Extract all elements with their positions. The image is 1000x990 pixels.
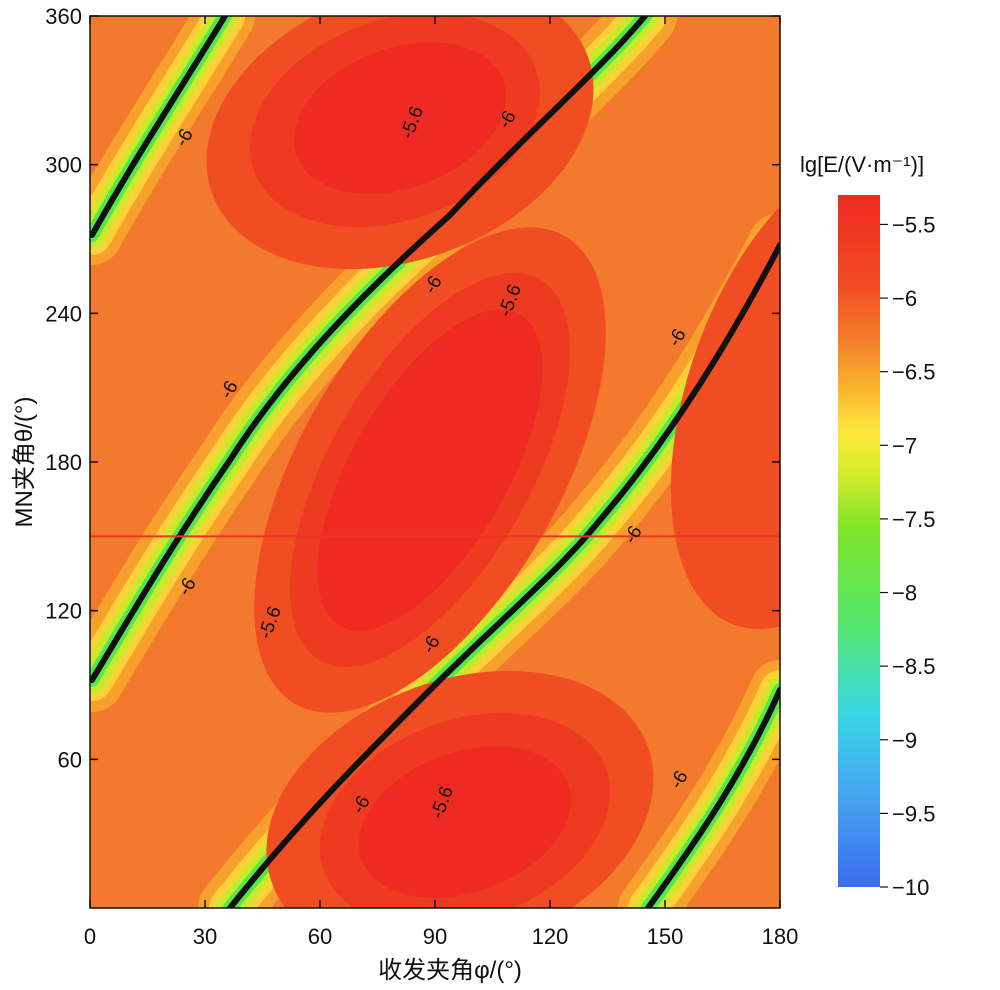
x-tick-label: 150	[647, 924, 684, 949]
contour-lines-minus6	[90, 16, 780, 908]
x-tick-label: 30	[193, 924, 217, 949]
x-axis-label: 收发夹角φ/(°)	[378, 957, 522, 984]
colorbar-ticks: −5.5 −6 −6.5 −7 −7.5 −8 −8.5 −9 −9.5 −10	[880, 212, 935, 900]
heatmap-field	[90, 16, 780, 908]
colorbar-title: lg[E/(V·m⁻¹)]	[800, 152, 924, 177]
y-tick-label: 180	[45, 450, 82, 475]
colorbar-tick-label: −9.5	[892, 801, 935, 826]
y-tick-label: 240	[45, 301, 82, 326]
colorbar: lg[E/(V·m⁻¹)] −5.5 −6 −6.5 −7 −7.5 −8 −8.5 −9 −9…	[800, 152, 935, 900]
colorbar-tick-label: −5.5	[892, 212, 935, 237]
x-tick-label: 0	[84, 924, 96, 949]
contour-line	[90, 16, 228, 238]
x-tick-label: 180	[762, 924, 799, 949]
colorbar-tick-label: −7.5	[892, 507, 935, 532]
contour-line	[90, 16, 648, 683]
high-value-lobes	[206, 16, 780, 908]
contour-line	[645, 687, 780, 908]
colorbar-tick-label: −10	[892, 875, 929, 900]
y-tick-label: 360	[45, 4, 82, 29]
colorbar-gradient	[838, 195, 880, 887]
colorbar-tick-label: −8	[892, 581, 917, 606]
colorbar-tick-label: −7	[892, 433, 917, 458]
x-tick-label: 60	[308, 924, 332, 949]
x-tick-label: 120	[532, 924, 569, 949]
y-axis-label: MN夹角θ/(°)	[11, 397, 38, 528]
y-axis: 60 120 180 240 300 360	[45, 4, 780, 772]
y-tick-label: 300	[45, 153, 82, 178]
x-axis: 0 30 60 90 120 150 180	[84, 16, 798, 949]
colorbar-tick-label: −6.5	[892, 360, 935, 385]
colorbar-tick-label: −9	[892, 728, 917, 753]
x-tick-label: 90	[423, 924, 447, 949]
y-tick-label: 120	[45, 599, 82, 624]
contour-line	[227, 242, 780, 908]
y-tick-label: 60	[58, 747, 82, 772]
colorbar-tick-label: −6	[892, 286, 917, 311]
colorbar-tick-label: −8.5	[892, 654, 935, 679]
